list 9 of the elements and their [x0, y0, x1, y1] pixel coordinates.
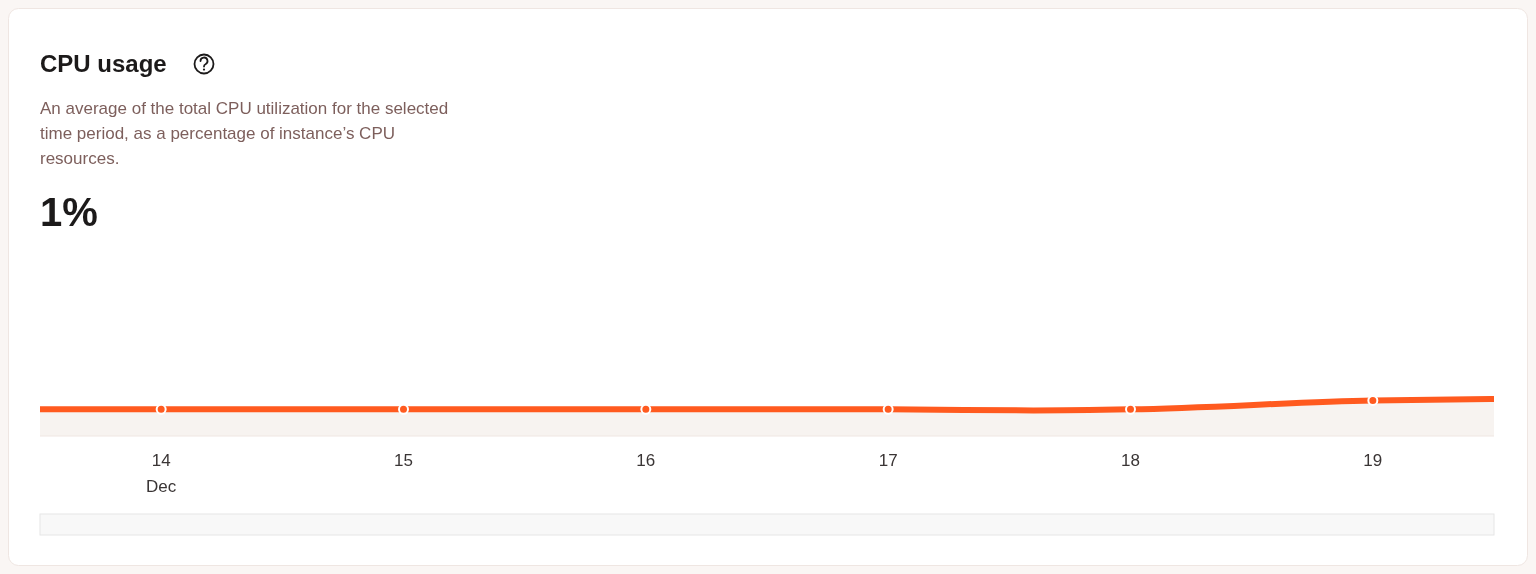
x-tick-label: 15	[394, 451, 413, 470]
text: 1%	[40, 190, 98, 234]
chart-subtitle: An average of the total CPU utilization for the selected time period, as a percentage of instance’s CPU resources.	[40, 99, 449, 168]
x-tick-label: 18	[1121, 451, 1140, 470]
x-tick-label: 14 Dec	[146, 451, 177, 496]
chart-title: CPU usage	[40, 50, 167, 77]
x-tick-label: 17	[878, 451, 898, 470]
x-tick-label: 16	[636, 451, 656, 470]
x-tick-label: 19	[1363, 451, 1383, 470]
